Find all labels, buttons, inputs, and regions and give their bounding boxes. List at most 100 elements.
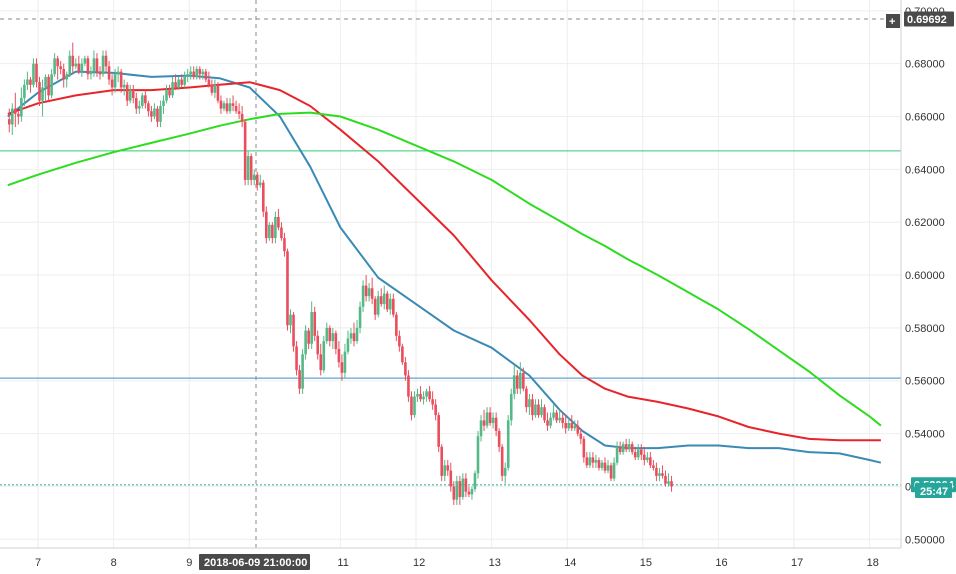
candle-body <box>404 362 407 376</box>
candle-body <box>237 111 241 114</box>
crosshair-time-badge <box>199 554 310 570</box>
x-tick-label: 13 <box>489 557 501 569</box>
moving-average-2[interactable] <box>7 81 881 442</box>
y-tick-label: 0.56000 <box>905 376 945 388</box>
candle-body <box>512 375 516 394</box>
candle-body <box>334 333 338 350</box>
candle-body <box>47 76 50 96</box>
candle-body <box>646 457 649 461</box>
candle-body <box>165 90 168 101</box>
candle-body <box>331 333 335 342</box>
time-axis[interactable]: 7 8 9 11 12 13 14 15 16 17 18 <box>35 557 879 569</box>
y-tick-label: 0.62000 <box>905 217 945 229</box>
candle-body <box>476 436 480 474</box>
candle-body <box>189 71 193 75</box>
crosshair-price-label: 0.69692 <box>907 14 947 26</box>
candle-body <box>485 412 489 426</box>
candle-body <box>219 100 223 109</box>
candle-body <box>464 478 468 492</box>
candle-body <box>56 58 59 67</box>
candle-body <box>636 449 640 458</box>
candle-body <box>606 465 610 471</box>
candle-body <box>579 433 583 439</box>
candle-body <box>89 71 93 75</box>
candle-body <box>355 327 359 342</box>
candle-body <box>156 108 159 122</box>
y-tick-label: 0.54000 <box>905 429 945 441</box>
candle-body <box>138 105 141 109</box>
candle-body <box>307 330 310 344</box>
candle-body <box>455 481 459 500</box>
candle-body <box>594 460 598 463</box>
candle-body <box>497 430 501 447</box>
candle-body <box>83 58 87 64</box>
candle-body <box>440 446 444 476</box>
candle-body <box>639 449 643 455</box>
price-badges: 0.69692 + 0.52064 25:47 2018-06-09 21:00… <box>199 11 956 570</box>
candle-body <box>446 465 450 471</box>
candle-body <box>585 457 589 466</box>
candle-body <box>337 349 341 363</box>
candle-body <box>416 393 419 397</box>
chart-grid <box>0 0 901 548</box>
moving-average-3[interactable] <box>7 111 882 427</box>
candle-body <box>325 327 329 342</box>
candle-body <box>77 63 81 72</box>
add-alert-button[interactable] <box>886 14 900 28</box>
moving-average-1[interactable] <box>7 70 882 464</box>
candle-body <box>667 481 670 484</box>
horizontal-levels <box>0 150 901 486</box>
candle-body <box>422 396 425 400</box>
candle-body <box>428 391 431 400</box>
candle-body <box>379 296 383 305</box>
x-tick-label: 7 <box>35 557 41 569</box>
candle-body <box>17 113 20 117</box>
candle-body <box>159 105 162 122</box>
candle-body <box>110 79 114 88</box>
candle-body <box>376 296 380 315</box>
candle-body <box>343 351 347 373</box>
candle-body <box>310 312 313 344</box>
candle-body <box>467 491 471 495</box>
candle-body <box>591 457 595 463</box>
candle-body <box>561 417 564 424</box>
candle-body <box>392 298 395 315</box>
candle-body <box>201 71 205 75</box>
candle-body <box>452 486 456 500</box>
candle-body <box>358 306 362 328</box>
candle-body <box>570 423 574 429</box>
candle-body <box>407 375 410 397</box>
candle-body <box>134 98 138 109</box>
candle-body <box>41 87 44 101</box>
candle-body <box>322 341 326 371</box>
crosshair-time-label: 2018-06-09 21:00:00 <box>204 557 307 569</box>
candle-body <box>23 84 26 99</box>
candle-body <box>600 462 604 468</box>
candle-body <box>271 224 274 239</box>
add-alert-icon[interactable]: + <box>889 16 895 28</box>
candle-body <box>59 66 62 69</box>
candle-body <box>29 79 32 85</box>
candle-body <box>388 298 392 310</box>
candle-body <box>150 111 153 117</box>
candle-body <box>522 372 525 389</box>
candle-body <box>346 338 350 352</box>
candle-body <box>509 393 513 421</box>
candle-body <box>627 444 631 450</box>
candle-body <box>44 76 47 88</box>
candle-body <box>582 438 586 458</box>
candle-body <box>458 481 462 498</box>
candle-body <box>68 55 72 75</box>
candle-body <box>588 457 592 466</box>
candle-body <box>316 335 320 355</box>
candle-body <box>177 79 180 88</box>
candle-body <box>213 84 217 93</box>
candle-body <box>234 105 238 112</box>
candle-body <box>549 417 552 426</box>
candle-body <box>597 460 601 468</box>
x-tick-label: 17 <box>791 557 803 569</box>
countdown-badge <box>915 483 952 498</box>
candle-body <box>494 417 498 431</box>
candle-body <box>20 98 23 117</box>
